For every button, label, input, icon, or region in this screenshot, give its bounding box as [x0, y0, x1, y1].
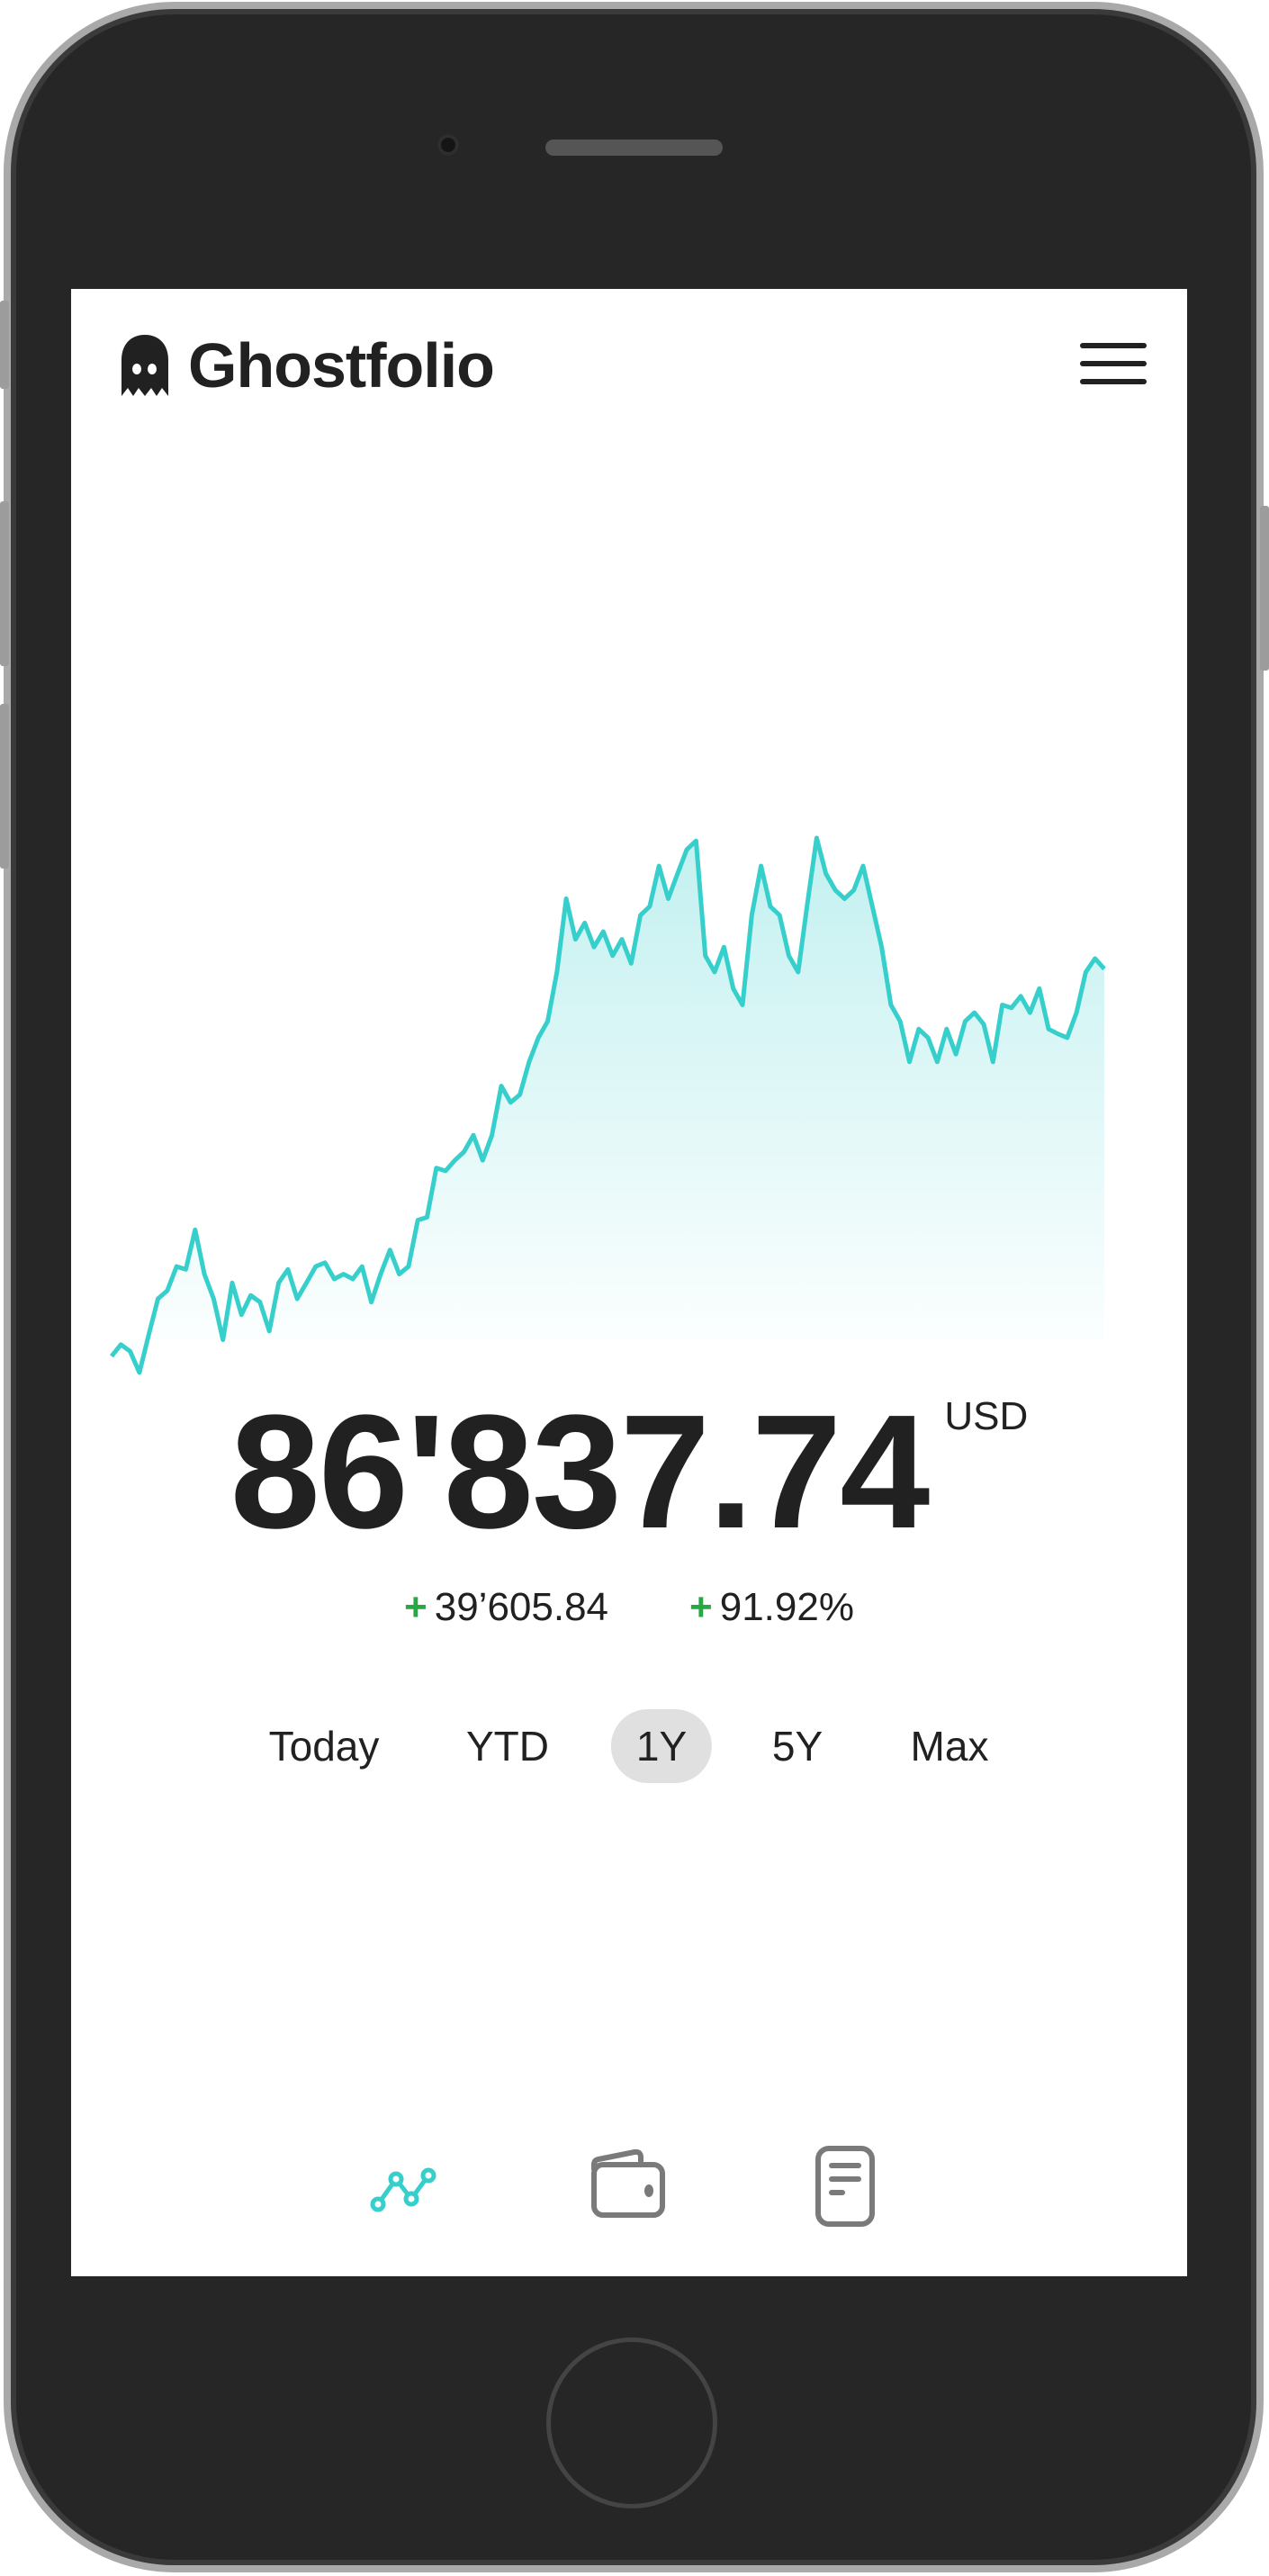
volume-up-button	[0, 501, 9, 666]
chart-line-icon	[370, 2167, 436, 2212]
hamburger-menu-button[interactable]	[1080, 343, 1147, 384]
mute-switch	[0, 301, 9, 389]
nav-activities[interactable]	[802, 2143, 888, 2229]
speaker-grille	[545, 140, 723, 156]
change-absolute: +39’605.84	[404, 1585, 609, 1629]
nav-overview[interactable]	[369, 2143, 455, 2229]
chart-series-line	[110, 835, 1106, 1375]
wallet-icon	[591, 2148, 665, 2218]
range-ytd[interactable]: YTD	[466, 1723, 549, 1770]
document-icon	[815, 2146, 875, 2227]
performance-chart	[110, 835, 1106, 1375]
date-range-selector: Today YTD 1Y 5Y Max	[71, 1709, 1187, 1783]
app-logo[interactable]: Ghostfolio	[120, 330, 495, 401]
chart-area-fill	[112, 838, 1104, 1373]
portfolio-value: 86'837.74 USD	[71, 1392, 1187, 1554]
nav-holdings[interactable]	[585, 2143, 671, 2229]
range-max[interactable]: Max	[910, 1723, 989, 1770]
portfolio-currency: USD	[944, 1394, 1029, 1438]
range-today[interactable]: Today	[268, 1723, 380, 1770]
portfolio-value-amount: 86'837.74	[230, 1382, 931, 1563]
app-title: Ghostfolio	[188, 330, 495, 401]
range-5y[interactable]: 5Y	[771, 1723, 824, 1770]
home-button[interactable]	[546, 2337, 717, 2508]
range-1y[interactable]: 1Y	[610, 1709, 713, 1783]
front-camera	[437, 134, 459, 156]
app-screen: Ghostfolio 86'837.74 USD +39’605.84 +91.…	[71, 289, 1187, 2276]
power-button	[1260, 506, 1269, 671]
volume-down-button	[0, 704, 9, 869]
performance-changes: +39’605.84 +91.92%	[71, 1585, 1187, 1630]
ghost-icon	[122, 335, 168, 396]
change-percent: +91.92%	[689, 1585, 854, 1629]
